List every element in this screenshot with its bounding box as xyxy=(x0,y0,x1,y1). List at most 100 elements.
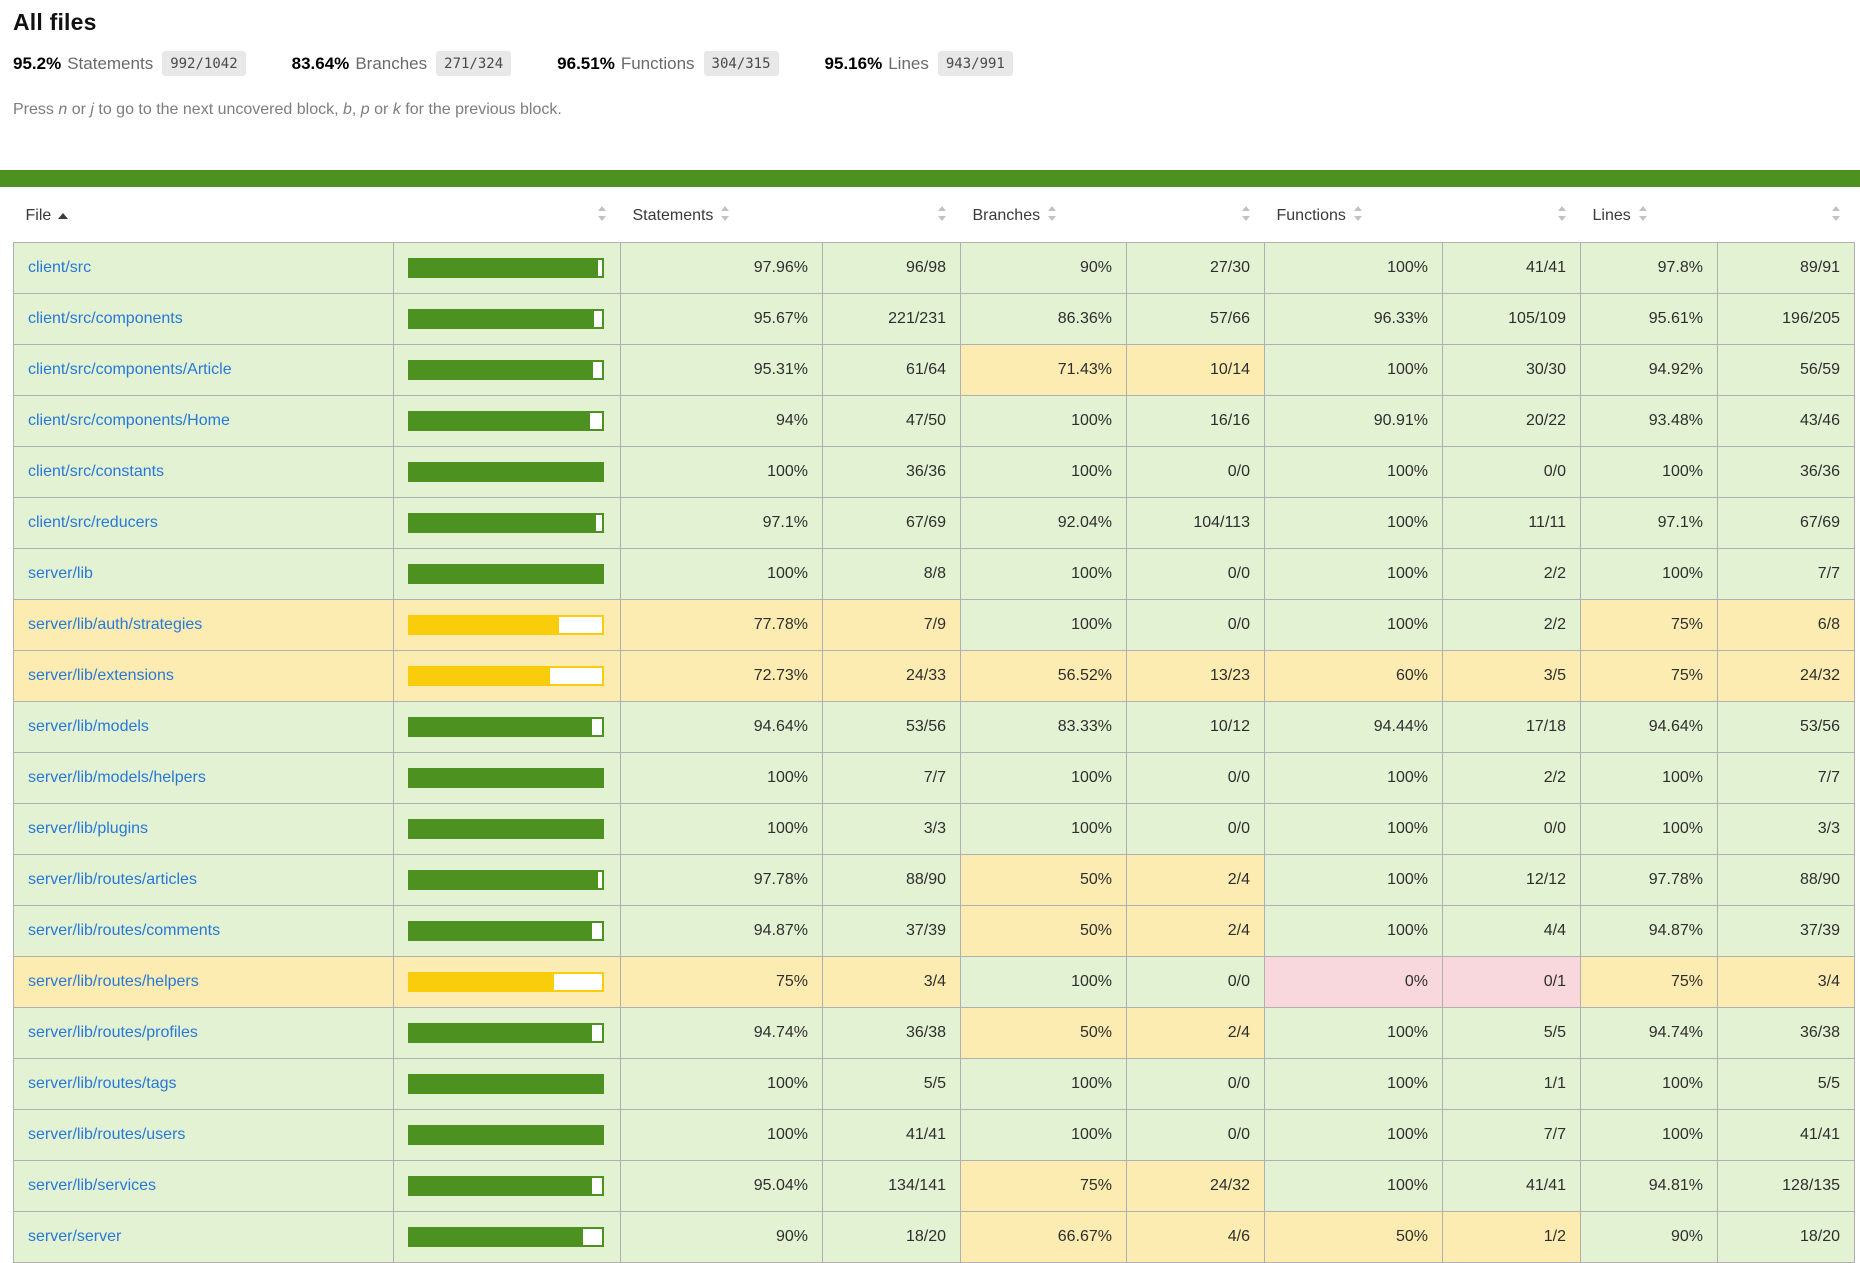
branches-pct-cell: 66.67% xyxy=(960,1211,1127,1263)
branches-pct-cell: 100% xyxy=(960,752,1127,804)
coverage-bar-fill xyxy=(410,617,560,633)
lines-frac-cell: 6/8 xyxy=(1717,599,1855,651)
lines-pct-cell: 100% xyxy=(1580,446,1718,498)
functions-frac-cell: 12/12 xyxy=(1442,854,1581,906)
lines-frac-cell: 36/36 xyxy=(1717,446,1855,498)
coverage-bar-fill xyxy=(410,1178,593,1194)
chart-cell xyxy=(393,293,621,345)
col-header-functions-raw[interactable] xyxy=(1442,187,1581,243)
file-link[interactable]: server/lib/routes/users xyxy=(28,1126,186,1143)
file-link[interactable]: client/src/components/Home xyxy=(28,412,230,429)
file-link[interactable]: server/lib/routes/helpers xyxy=(28,973,199,990)
functions-pct-cell: 50% xyxy=(1264,1211,1443,1263)
statements-pct-cell: 94.64% xyxy=(620,701,823,753)
functions-frac-cell: 0/1 xyxy=(1442,956,1581,1008)
table-row: server/lib/routes/tags 100% 5/5 100% 0/0… xyxy=(13,1058,1855,1110)
chart-cell xyxy=(393,1109,621,1161)
statements-frac-cell: 18/20 xyxy=(822,1211,961,1263)
functions-pct-cell: 90.91% xyxy=(1264,395,1443,447)
lines-label: Lines xyxy=(888,53,929,73)
branches-frac-cell: 104/113 xyxy=(1126,497,1265,549)
file-link[interactable]: server/lib/routes/articles xyxy=(28,871,197,888)
branches-frac-cell: 0/0 xyxy=(1126,956,1265,1008)
col-header-lines[interactable]: Lines xyxy=(1580,187,1718,243)
chart-cell xyxy=(393,752,621,804)
statements-pct-cell: 90% xyxy=(620,1211,823,1263)
lines-pct-cell: 100% xyxy=(1580,1058,1718,1110)
lines-pct-cell: 97.78% xyxy=(1580,854,1718,906)
coverage-bar xyxy=(408,411,604,431)
file-link[interactable]: client/src/components xyxy=(28,310,183,327)
coverage-bar-fill xyxy=(410,1229,583,1245)
statements-frac-cell: 3/4 xyxy=(822,956,961,1008)
functions-frac-cell: 11/11 xyxy=(1442,497,1581,549)
sort-ascending-icon xyxy=(58,212,69,219)
table-header-row: File Statements Branches Functions Lines xyxy=(13,187,1855,243)
functions-frac-cell: 41/41 xyxy=(1442,1160,1581,1212)
file-link[interactable]: client/src/components/Article xyxy=(28,361,232,378)
statements-frac-cell: 134/141 xyxy=(822,1160,961,1212)
col-header-branches[interactable]: Branches xyxy=(960,187,1127,243)
file-link[interactable]: server/server xyxy=(28,1228,122,1245)
coverage-bar-fill xyxy=(410,923,593,939)
sort-icon xyxy=(1353,206,1363,221)
functions-pct: 96.51% xyxy=(557,53,615,73)
sort-icon xyxy=(597,206,607,221)
col-header-chart[interactable] xyxy=(393,187,621,243)
functions-frac-cell: 17/18 xyxy=(1442,701,1581,753)
file-link[interactable]: client/src/constants xyxy=(28,463,165,480)
sort-icon xyxy=(1638,206,1648,221)
functions-frac-cell: 30/30 xyxy=(1442,344,1581,396)
coverage-bar xyxy=(408,1023,604,1043)
file-link[interactable]: server/lib/routes/profiles xyxy=(28,1024,198,1041)
col-header-lines-raw[interactable] xyxy=(1717,187,1855,243)
col-header-statements[interactable]: Statements xyxy=(620,187,823,243)
file-link[interactable]: server/lib/routes/tags xyxy=(28,1075,177,1092)
file-link[interactable]: server/lib/routes/comments xyxy=(28,922,221,939)
branches-frac-cell: 2/4 xyxy=(1126,854,1265,906)
table-row: client/src/components/Home 94% 47/50 100… xyxy=(13,395,1855,447)
chart-cell xyxy=(393,956,621,1008)
coverage-bar-fill xyxy=(410,974,554,990)
file-link[interactable]: client/src xyxy=(28,259,92,276)
file-link[interactable]: server/lib/services xyxy=(28,1177,157,1194)
col-header-branches-raw[interactable] xyxy=(1126,187,1265,243)
file-link[interactable]: server/lib/auth/strategies xyxy=(28,616,203,633)
statements-pct-cell: 97.96% xyxy=(620,242,823,294)
coverage-bar xyxy=(408,564,604,584)
col-header-statements-raw[interactable] xyxy=(822,187,961,243)
branches-frac-cell: 13/23 xyxy=(1126,650,1265,702)
lines-frac-cell: 5/5 xyxy=(1717,1058,1855,1110)
functions-pct-cell: 100% xyxy=(1264,497,1443,549)
file-link[interactable]: client/src/reducers xyxy=(28,514,158,531)
coverage-bar-fill xyxy=(410,515,597,531)
col-header-file[interactable]: File xyxy=(13,187,394,243)
functions-pct-cell: 60% xyxy=(1264,650,1443,702)
statements-pct-cell: 94% xyxy=(620,395,823,447)
lines-pct-cell: 97.8% xyxy=(1580,242,1718,294)
file-link[interactable]: server/lib/extensions xyxy=(28,667,174,684)
functions-pct-cell: 100% xyxy=(1264,1109,1443,1161)
statements-pct-cell: 100% xyxy=(620,1058,823,1110)
chart-cell xyxy=(393,854,621,906)
lines-pct-cell: 94.87% xyxy=(1580,905,1718,957)
coverage-bar xyxy=(408,1227,604,1247)
lines-pct: 95.16% xyxy=(824,53,883,73)
table-row: server/lib/routes/helpers 75% 3/4 100% 0… xyxy=(13,956,1855,1008)
table-row: server/lib/routes/users 100% 41/41 100% … xyxy=(13,1109,1855,1161)
file-link[interactable]: server/lib/models/helpers xyxy=(28,769,206,786)
functions-pct-cell: 100% xyxy=(1264,1160,1443,1212)
table-row: client/src/constants 100% 36/36 100% 0/0… xyxy=(13,446,1855,498)
functions-pct-cell: 100% xyxy=(1264,242,1443,294)
coverage-bar xyxy=(408,1074,604,1094)
file-link[interactable]: server/lib/plugins xyxy=(28,820,149,837)
col-header-functions[interactable]: Functions xyxy=(1264,187,1443,243)
coverage-bar xyxy=(408,1176,604,1196)
file-cell: server/lib/routes/tags xyxy=(13,1058,394,1110)
functions-pct-cell: 100% xyxy=(1264,446,1443,498)
file-link[interactable]: server/lib xyxy=(28,565,93,582)
branches-pct-cell: 100% xyxy=(960,599,1127,651)
file-link[interactable]: server/lib/models xyxy=(28,718,149,735)
sort-icon xyxy=(1241,206,1251,221)
coverage-bar-fill xyxy=(410,872,598,888)
